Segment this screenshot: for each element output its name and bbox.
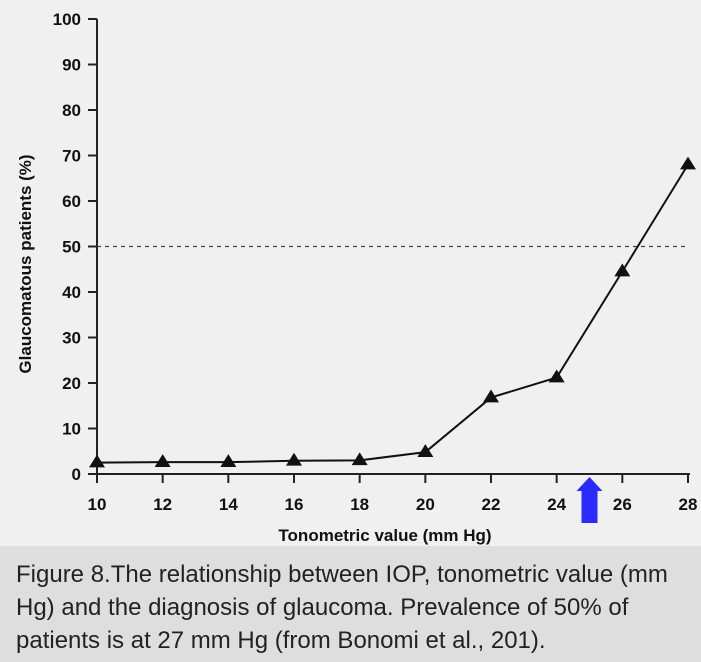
- data-point-triangle: [220, 454, 237, 467]
- y-tick-label: 40: [62, 283, 81, 302]
- y-tick-label: 10: [62, 420, 81, 439]
- y-tick-label: 50: [62, 238, 81, 257]
- data-point-triangle: [286, 452, 302, 466]
- data-point-triangle: [548, 369, 565, 383]
- data-point-triangle: [483, 389, 499, 403]
- y-axis: 0 10 20 30 40 50 60 70 80 90 100: [53, 10, 98, 484]
- y-tick-label: 100: [53, 10, 81, 29]
- x-tick-label: 18: [350, 495, 369, 514]
- data-point-triangle: [154, 454, 171, 467]
- x-tick-label: 16: [285, 495, 304, 514]
- x-tick-label: 10: [88, 495, 107, 514]
- x-tick-label: 20: [416, 495, 435, 514]
- y-tick-label: 60: [62, 192, 81, 211]
- arrow-marker-group: [576, 477, 603, 523]
- caption-box: Figure 8.The relationship between IOP, t…: [0, 546, 701, 662]
- y-tick-label: 70: [62, 147, 81, 166]
- data-point-triangle: [680, 156, 696, 170]
- data-point-triangle: [89, 454, 105, 468]
- data-point-triangle: [614, 263, 631, 277]
- y-tick-label: 90: [62, 56, 81, 75]
- series-line: [96, 164, 689, 464]
- y-tick-label: 30: [62, 329, 81, 348]
- x-axis: 10 12 14 16 18 20 22 24 26 28: [88, 473, 698, 514]
- x-tick-label: 14: [219, 495, 238, 514]
- caption-text: Figure 8.The relationship between IOP, t…: [16, 561, 668, 654]
- chart: 0 10 20 30 40 50 60 70 80 90 100 10 12 14 16 18 20 22 24 2…: [16, 10, 698, 545]
- y-tick-label: 80: [62, 101, 81, 120]
- x-tick-label: 26: [613, 495, 632, 514]
- x-tick-label: 24: [547, 495, 566, 514]
- x-tick-label: 28: [679, 495, 698, 514]
- y-tick-label: 20: [62, 374, 81, 393]
- data-point-triangle: [417, 444, 434, 457]
- data-point-triangle: [351, 452, 368, 466]
- x-tick-label: 22: [482, 495, 501, 514]
- x-tick-label: 12: [153, 495, 172, 514]
- y-axis-label: Glaucomatous patients (%): [16, 154, 35, 373]
- x-axis-label: Tonometric value (mm Hg): [278, 526, 491, 545]
- blue-arrow-up-icon: [576, 477, 603, 523]
- y-tick-label: 0: [72, 465, 81, 484]
- series-group: [89, 156, 696, 468]
